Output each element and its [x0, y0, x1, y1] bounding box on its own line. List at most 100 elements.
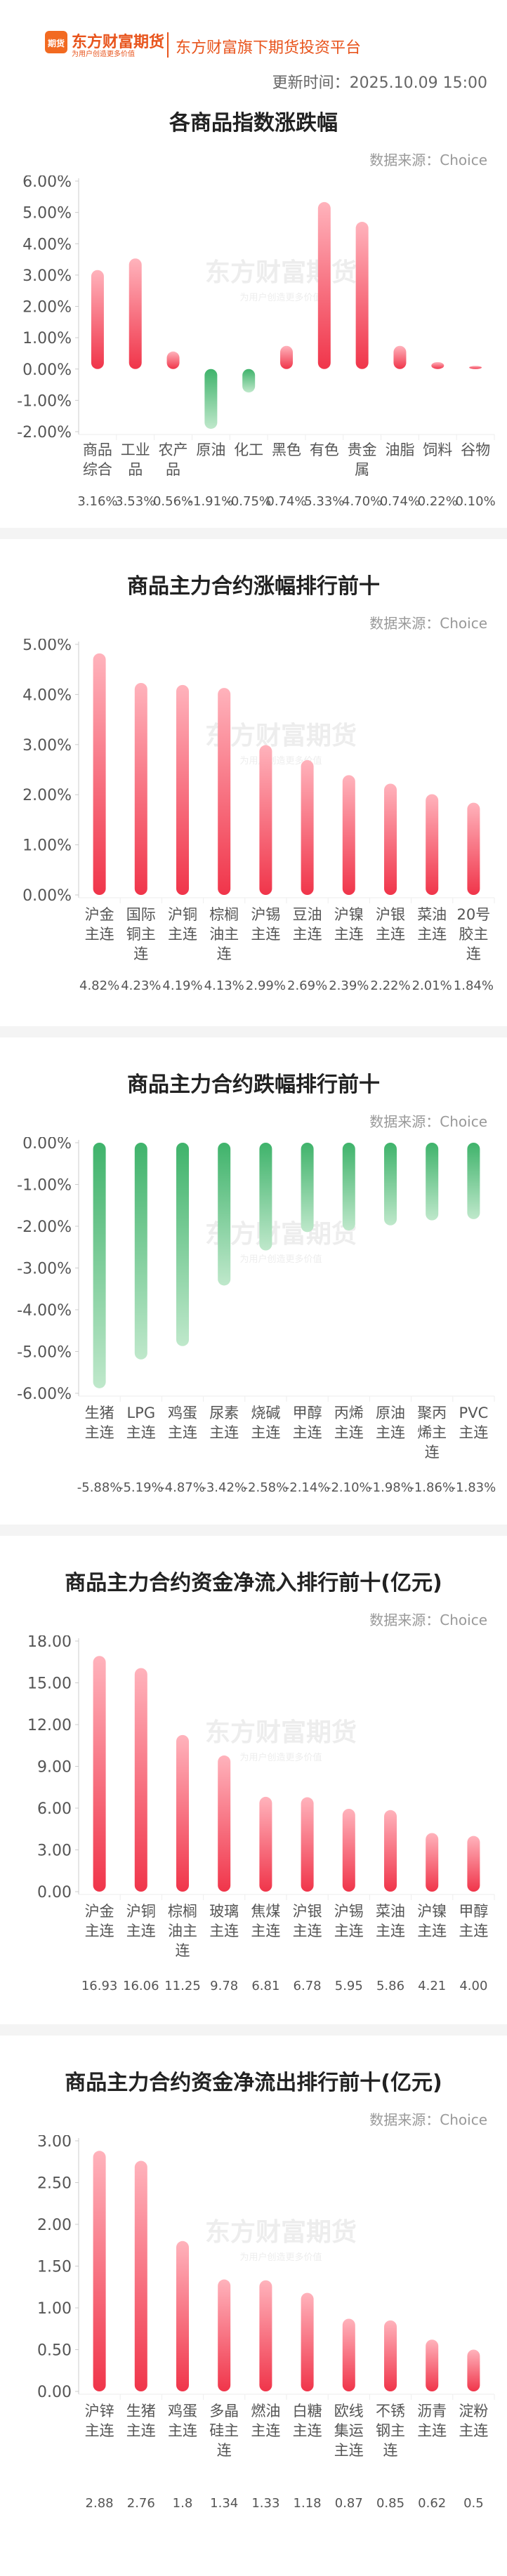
category-label: 棕榈油主连 — [209, 906, 239, 962]
y-tick-label: 3.00 — [37, 2135, 72, 2151]
category-label: 尿素主连 — [209, 1405, 239, 1441]
value-label: 4.19% — [162, 978, 202, 993]
category-label: 豆油主连 — [293, 906, 322, 943]
bar-农产品 — [166, 351, 180, 369]
y-tick-label: 1.00% — [22, 330, 72, 347]
bar-商品综合 — [91, 270, 104, 369]
y-tick-label: 15.00 — [27, 1675, 72, 1693]
value-label: 2.99% — [246, 978, 286, 993]
bar-工业品 — [129, 258, 142, 369]
bar-饲料 — [431, 361, 445, 369]
section-divider — [0, 528, 507, 539]
value-label: 4.70% — [342, 494, 382, 509]
bar-棕榈油主连 — [176, 1734, 189, 1892]
watermark-text: 东方财富期货 — [205, 1718, 357, 1747]
value-label: 0.56% — [153, 494, 193, 509]
value-label: 0.87 — [335, 2496, 363, 2511]
category-label: 化工 — [234, 441, 263, 458]
value-label: 0.5 — [463, 2496, 484, 2511]
value-label: -2.10% — [327, 1480, 371, 1495]
category-label: 工业品 — [121, 441, 150, 478]
value-label: 1.33 — [251, 2496, 279, 2511]
category-label: 棕榈油主连 — [168, 1903, 197, 1959]
value-label: 0.10% — [455, 494, 495, 509]
y-tick-label: 6.00 — [37, 1800, 72, 1818]
section-divider — [0, 1026, 507, 1037]
value-label: -1.98% — [368, 1480, 413, 1495]
value-label: 4.00 — [459, 1979, 487, 1993]
bar-不锈钢主连 — [384, 2320, 397, 2391]
y-tick-label: -2.00% — [17, 1219, 72, 1236]
bar-沪锡主连 — [342, 1808, 355, 1892]
y-tick-label: -1.00% — [17, 392, 72, 410]
bar-沥青主连 — [426, 2339, 439, 2391]
value-label: 2.76 — [127, 2496, 155, 2511]
category-label: 谷物 — [461, 441, 490, 458]
y-tick-label: -5.00% — [17, 1344, 72, 1362]
y-tick-label: 0.00 — [37, 2384, 72, 2401]
bar-棕榈油主连 — [218, 688, 231, 895]
value-label: 2.22% — [370, 978, 410, 993]
value-label: -1.91% — [189, 494, 234, 509]
section-divider — [0, 2024, 507, 2036]
bar-淀粉主连 — [467, 2349, 480, 2391]
category-label: 沪锡主连 — [334, 1903, 364, 1939]
watermark-text: 东方财富期货 — [205, 2217, 357, 2247]
chart-source: 数据来源：Choice — [369, 1113, 487, 1130]
category-label: 沪银主连 — [293, 1903, 322, 1939]
category-label: 国际铜主连 — [126, 906, 156, 962]
category-label: 贵金属 — [348, 441, 377, 478]
brand-separator — [167, 32, 169, 58]
category-label: PVC 主连 — [459, 1405, 488, 1441]
category-label: 沪金主连 — [85, 1903, 114, 1939]
value-label: 1.8 — [173, 2496, 193, 2511]
value-label: -1.86% — [409, 1480, 454, 1495]
y-tick-label: 12.00 — [27, 1717, 72, 1734]
category-label: 白糖主连 — [293, 2403, 322, 2439]
watermark-sub-text: 为用户创造更多价值 — [239, 1752, 322, 1763]
platform-name: 东方财富旗下期货投资平台 — [176, 39, 362, 57]
bar-沪镍主连 — [426, 1833, 439, 1892]
bar-生猪主连 — [93, 1143, 106, 1388]
y-tick-label: 2.00% — [22, 299, 72, 317]
chart-source: 数据来源：Choice — [369, 615, 487, 632]
brand-slogan: 为用户创造更多价值 — [72, 51, 135, 58]
bar-生猪主连 — [134, 2160, 147, 2391]
bar-沪铜主连 — [176, 684, 189, 895]
bar-沪金主连 — [93, 1656, 106, 1892]
value-label: -4.87% — [160, 1480, 205, 1495]
chart-section-net-outflow: 商品主力合约资金净流出排行前十(亿元) 数据来源：Choice 东方财富期货 为用… — [0, 2058, 507, 2549]
value-label: 0.74% — [380, 494, 420, 509]
bar-多晶硅主连 — [218, 2279, 231, 2391]
section-divider — [0, 1525, 507, 1536]
value-label: 0.62 — [418, 2496, 446, 2511]
chart-section-top-gainers: 商品主力合约涨幅排行前十 数据来源：Choice 东方财富期货 为用户创造更多价值… — [0, 562, 507, 1018]
value-label: 4.23% — [121, 978, 161, 993]
y-tick-label: 4.00% — [22, 686, 72, 704]
bar-丙烯主连 — [342, 1143, 355, 1230]
bar-菜油主连 — [426, 794, 439, 895]
value-label: 5.95 — [335, 1979, 363, 1993]
watermark-sub-text: 为用户创造更多价值 — [239, 1254, 322, 1265]
y-tick-label: -2.00% — [17, 424, 72, 441]
bar-尿素主连 — [218, 1143, 231, 1286]
value-label: 2.39% — [329, 978, 369, 993]
bar-鸡蛋主连 — [176, 1143, 189, 1346]
bar-沪锡主连 — [259, 745, 272, 895]
bar-贵金属 — [355, 222, 369, 369]
bar-欧线集运主连 — [342, 2318, 355, 2391]
bar-甲醇主连 — [467, 1835, 480, 1892]
chart-top-losers: 东方财富期货为用户创造更多价值0.00%-1.00%-2.00%-3.00%-4… — [17, 1137, 496, 1495]
category-label: 有色 — [310, 441, 339, 458]
bar-燃油主连 — [259, 2280, 272, 2391]
value-label: 2.69% — [287, 978, 327, 993]
value-label: 0.74% — [266, 494, 306, 509]
y-tick-label: 5.00% — [22, 205, 72, 223]
chart-title: 各商品指数涨跌幅 — [169, 111, 338, 135]
category-label: 生猪主连 — [126, 2403, 156, 2439]
value-label: 4.13% — [204, 978, 244, 993]
category-label: 菜油主连 — [417, 906, 447, 943]
y-tick-label: 3.00% — [22, 267, 72, 285]
chart-source: 数据来源：Choice — [369, 2111, 487, 2128]
